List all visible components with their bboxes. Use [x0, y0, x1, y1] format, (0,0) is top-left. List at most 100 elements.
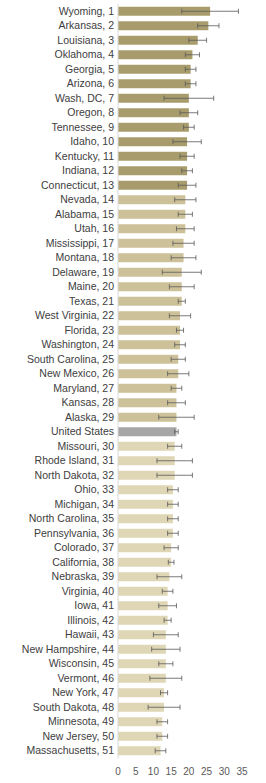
category-label: Georgia, 5	[65, 63, 114, 75]
bar	[118, 36, 198, 45]
error-line	[189, 40, 207, 41]
error-cap	[178, 183, 179, 188]
category-label: Wash, DC, 7	[55, 92, 114, 104]
error-line	[169, 286, 194, 287]
category-label: Iowa, 41	[74, 599, 114, 611]
error-line	[168, 504, 179, 505]
error-bar	[168, 487, 179, 492]
error-cap	[192, 473, 193, 478]
error-cap	[181, 444, 182, 449]
bar	[118, 210, 185, 219]
error-cap	[156, 734, 157, 739]
error-cap	[176, 328, 177, 333]
error-line	[180, 112, 198, 113]
category-label: Pennsylvania, 36	[34, 527, 114, 539]
error-bar	[159, 661, 173, 666]
category-label: United States	[51, 425, 114, 437]
category-label: New Jersey, 50	[42, 730, 114, 742]
bar	[118, 65, 191, 74]
error-cap	[192, 168, 193, 173]
error-cap	[172, 661, 173, 666]
error-line	[159, 605, 177, 606]
error-cap	[180, 705, 181, 710]
error-cap	[194, 154, 195, 159]
category-label: Arkansas, 2	[59, 19, 115, 31]
error-cap	[162, 589, 163, 594]
error-bar	[161, 690, 168, 695]
error-line	[175, 199, 196, 200]
chart: Wyoming, 1Arkansas, 2Louisiana, 3Oklahom…	[0, 0, 266, 783]
bar	[118, 224, 185, 233]
bar	[118, 384, 176, 393]
error-bar	[157, 574, 182, 579]
error-cap	[174, 429, 175, 434]
error-cap	[167, 502, 168, 507]
error-line	[182, 11, 239, 12]
error-line	[148, 707, 180, 708]
error-cap	[181, 386, 182, 391]
error-cap	[173, 560, 174, 565]
error-cap	[148, 705, 149, 710]
error-bar	[159, 415, 194, 420]
bar	[118, 558, 171, 567]
error-cap	[167, 487, 168, 492]
error-line	[164, 98, 214, 99]
tick-label: 0	[115, 766, 121, 777]
error-cap	[164, 545, 165, 550]
bar	[118, 717, 162, 726]
error-cap	[167, 444, 168, 449]
error-cap	[168, 560, 169, 565]
category-label: Louisiana, 3	[57, 34, 114, 46]
error-bar	[168, 444, 182, 449]
category-label: Minnesota, 49	[48, 715, 114, 727]
error-bar	[171, 255, 196, 260]
error-cap	[185, 81, 186, 86]
error-cap	[197, 23, 198, 28]
error-cap	[178, 632, 179, 637]
category-label: Virginia, 40	[62, 585, 115, 597]
error-cap	[178, 502, 179, 507]
category-label: Rhode Island, 31	[35, 454, 115, 466]
category-label: Kansas, 28	[61, 396, 114, 408]
error-bar	[182, 9, 239, 14]
error-line	[175, 431, 179, 432]
error-bar	[178, 183, 196, 188]
error-cap	[167, 531, 168, 536]
error-cap	[176, 603, 177, 608]
error-cap	[178, 212, 179, 217]
bar	[118, 543, 171, 552]
error-line	[168, 562, 174, 563]
tick-label: 25	[201, 766, 213, 777]
error-bar	[157, 458, 192, 463]
category-label: Tennessee, 9	[52, 121, 115, 133]
error-bar	[178, 212, 192, 217]
error-cap	[180, 647, 181, 652]
error-cap	[194, 415, 195, 420]
category-label: Texas, 21	[69, 295, 114, 307]
category-label: South Carolina, 25	[27, 353, 114, 365]
tick-label: 5	[133, 766, 139, 777]
error-line	[168, 489, 179, 490]
error-cap	[190, 313, 191, 318]
error-bar	[180, 110, 198, 115]
error-line	[157, 576, 182, 577]
error-line	[161, 692, 168, 693]
bar	[118, 746, 161, 755]
category-label: Indiana, 12	[62, 164, 114, 176]
error-cap	[192, 212, 193, 217]
error-bar	[164, 618, 171, 623]
error-cap	[181, 574, 182, 579]
error-cap	[195, 255, 196, 260]
error-cap	[195, 183, 196, 188]
error-bar	[157, 473, 192, 478]
error-cap	[185, 400, 186, 405]
category-label: Colorado, 37	[54, 541, 114, 553]
error-line	[168, 518, 179, 519]
error-cap	[183, 328, 184, 333]
error-cap	[178, 429, 179, 434]
error-line	[168, 533, 179, 534]
category-label: Oklahoma, 4	[54, 48, 114, 60]
category-label: Alaska, 29	[65, 411, 114, 423]
error-bar	[175, 429, 179, 434]
category-label: Alabama, 15	[55, 208, 114, 220]
